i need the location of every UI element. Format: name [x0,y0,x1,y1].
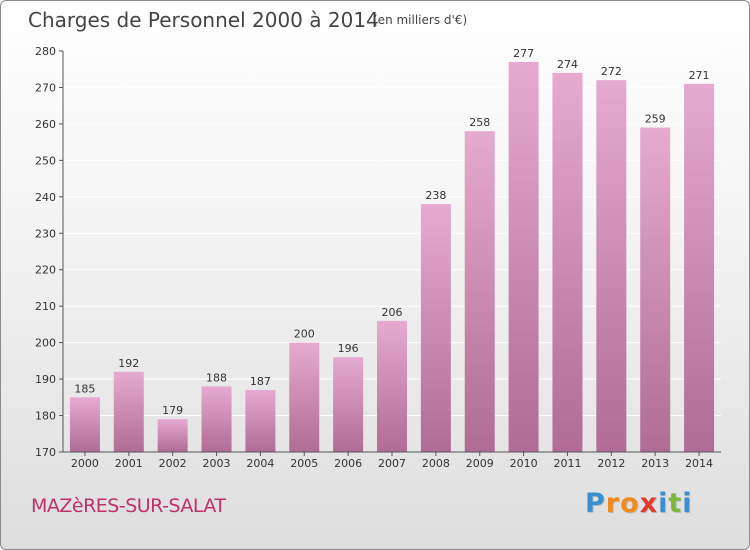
y-tick-label: 280 [35,45,56,58]
chart-unit-label: (en milliers d'€) [373,13,468,27]
data-label-2014: 271 [689,69,710,82]
bar-2005[interactable] [289,342,320,452]
chart-title: Charges de Personnel 2000 à 2014 [28,8,379,32]
bar-2010[interactable] [508,61,539,452]
data-label-2004: 187 [250,375,271,388]
data-label-2010: 277 [513,47,534,60]
bar-2006[interactable] [333,357,364,452]
bar-2014[interactable] [684,83,715,453]
x-tick-label-2012: 2012 [597,457,625,470]
axes [59,50,721,456]
data-label-2000: 185 [74,382,95,395]
y-tick-label: 210 [35,300,56,313]
y-tick-label: 190 [35,373,56,386]
bar-2003[interactable] [201,386,232,452]
logo-letter: i [682,488,693,519]
bar-2013[interactable] [640,127,671,453]
bars [69,61,715,453]
y-tick-label: 170 [35,446,56,459]
data-label-2009: 258 [469,116,490,129]
x-tick-label-2004: 2004 [246,457,274,470]
x-tick-label-2007: 2007 [378,457,406,470]
y-tick-label: 180 [35,410,56,423]
proxiti-logo[interactable]: Proxiti [585,488,693,519]
logo-letter: o [620,488,640,519]
y-tick-label: 250 [35,154,56,167]
data-label-2007: 206 [382,306,403,319]
y-tick-label: 220 [35,264,56,277]
data-label-2011: 274 [557,58,578,71]
y-tick-label: 230 [35,227,56,240]
data-label-2006: 196 [338,342,359,355]
x-tick-label-2000: 2000 [71,457,99,470]
x-tick-label-2014: 2014 [685,457,713,470]
x-tick-label-2011: 2011 [553,457,581,470]
x-tick-label-2002: 2002 [159,457,187,470]
bar-2008[interactable] [420,204,451,452]
logo-letter: i [658,488,669,519]
logo-letter: t [668,488,683,519]
x-tick-label-2006: 2006 [334,457,362,470]
logo-letter: r [605,488,621,519]
bar-2009[interactable] [464,131,495,452]
bar-2002[interactable] [157,419,188,452]
bar-2012[interactable] [596,80,627,452]
x-tick-label-2010: 2010 [510,457,538,470]
x-tick-label-2001: 2001 [115,457,143,470]
x-tick-label-2005: 2005 [290,457,318,470]
data-label-2008: 238 [425,189,446,202]
x-tick-label-2003: 2003 [203,457,231,470]
data-label-2012: 272 [601,65,622,78]
y-tick-label: 240 [35,191,56,204]
y-tick-label: 200 [35,337,56,350]
x-tick-label-2008: 2008 [422,457,450,470]
labels: 170 180 190 200 210 220 230 240 250 260 270 280 185 2… [35,45,713,470]
bar-2007[interactable] [377,320,407,452]
town-name: MAZèRES-SUR-SALAT [31,495,226,517]
bar-2001[interactable] [113,371,144,452]
bar-2011[interactable] [552,72,583,452]
data-label-2005: 200 [294,328,315,341]
data-label-2002: 179 [162,404,183,417]
bar-2000[interactable] [69,397,100,452]
data-label-2003: 188 [206,371,227,384]
data-label-2001: 192 [118,357,139,370]
x-tick-label-2009: 2009 [466,457,494,470]
logo-letter: P [585,488,606,519]
data-label-2013: 259 [645,113,666,126]
y-tick-label: 270 [35,81,56,94]
logo-letter: x [639,488,659,519]
y-tick-label: 260 [35,118,56,131]
x-tick-label-2013: 2013 [641,457,669,470]
bar-2004[interactable] [245,390,276,452]
